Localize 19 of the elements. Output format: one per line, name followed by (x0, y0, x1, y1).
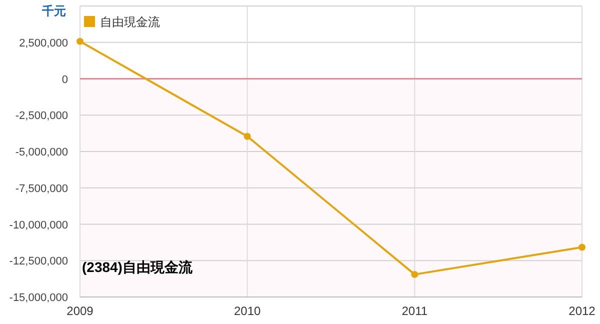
y-tick-label: -12,500,000 (9, 256, 68, 268)
point (244, 132, 251, 140)
point (411, 270, 418, 278)
y-tick-label: -10,000,000 (9, 219, 68, 232)
point (578, 244, 586, 251)
point (76, 38, 84, 45)
y-tick-label: 2,500,000 (19, 37, 68, 50)
x-tick-label: 2011 (402, 304, 428, 318)
y-tick-label: -2,500,000 (15, 110, 68, 122)
y-tick-label: -7,500,000 (15, 182, 68, 195)
y-tick-label: -15,000,000 (9, 292, 68, 304)
x-tick-label: 2012 (568, 304, 596, 318)
y-tick-label: -5,000,000 (15, 146, 68, 158)
y-tick-label: 0 (62, 74, 68, 86)
x-tick-label: 2009 (66, 304, 94, 318)
legend-label: 自由現金流 (100, 15, 160, 29)
x-tick-label: 2010 (234, 304, 262, 318)
annotation: (2384)自由現金流 (82, 259, 194, 275)
y-axis-title: 千元 (41, 4, 66, 18)
